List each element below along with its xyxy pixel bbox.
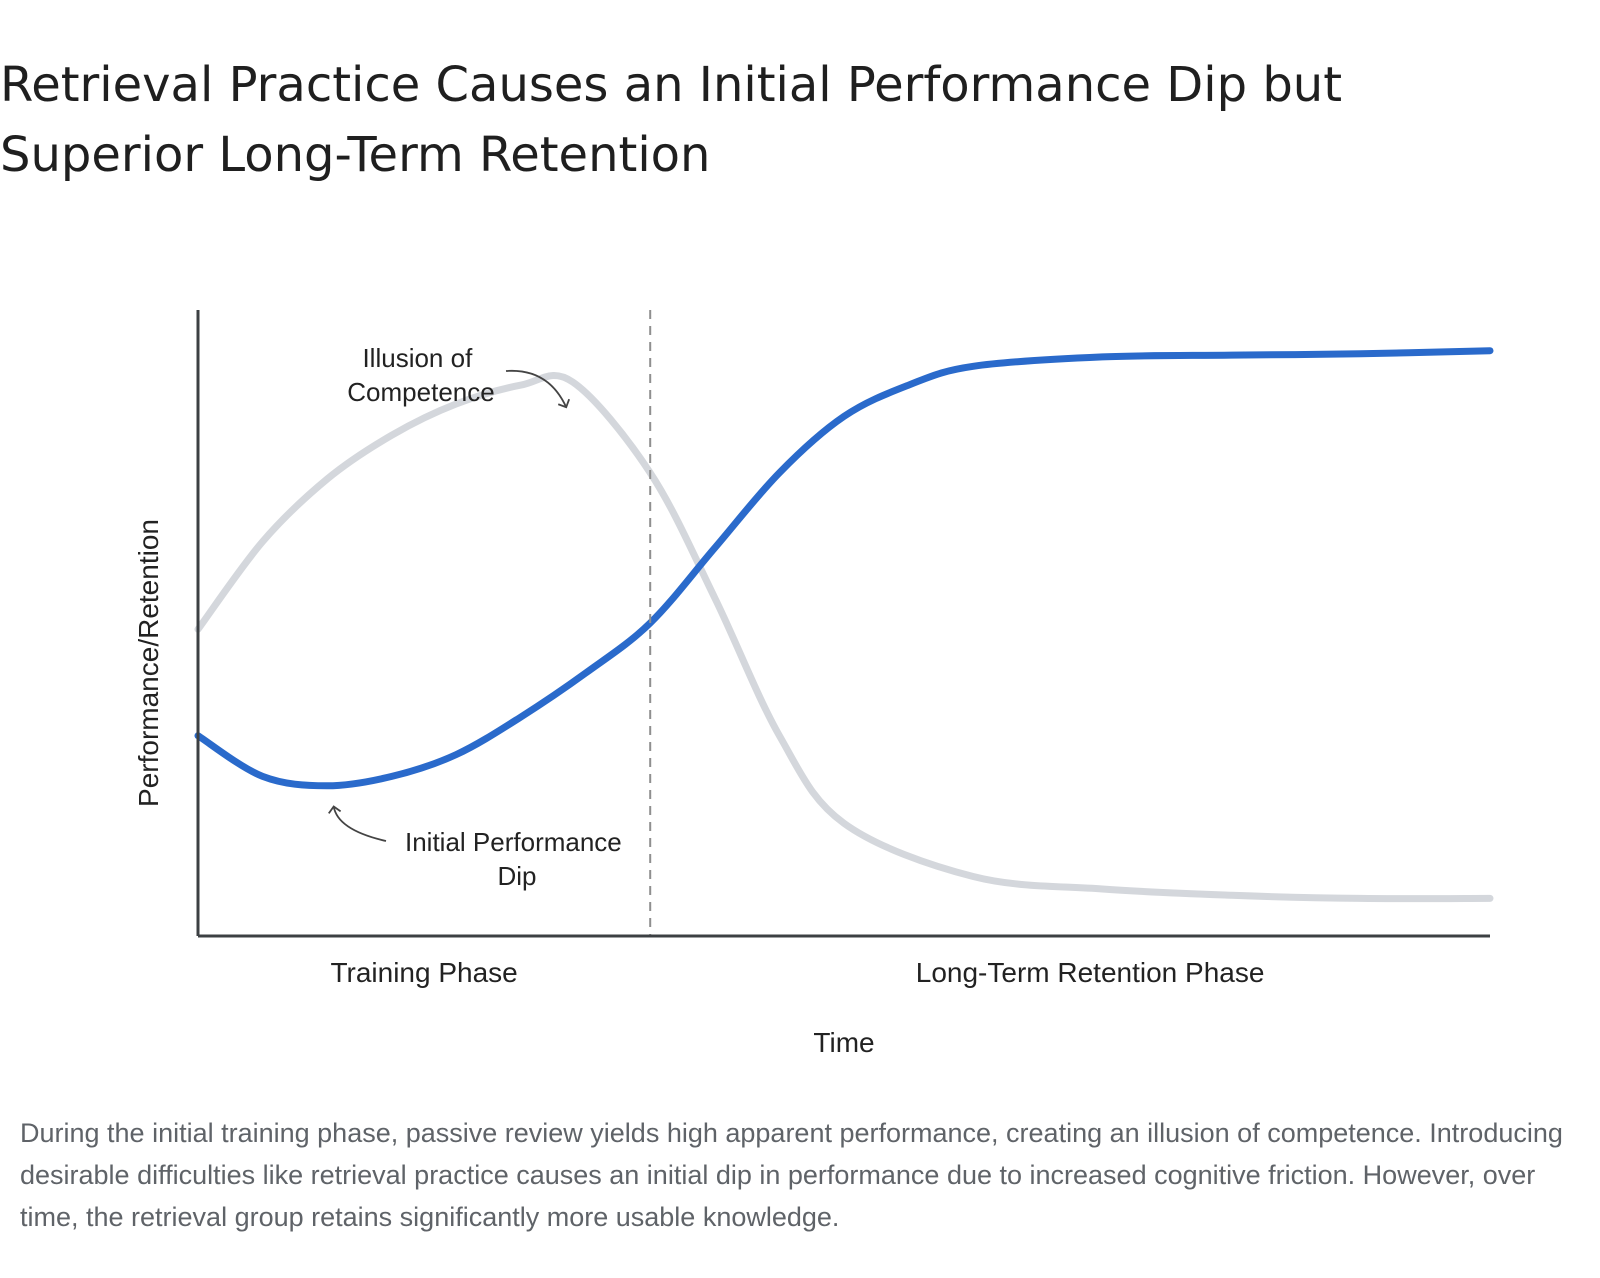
svg-text:Illusion of Competence: Illusion of Competence bbox=[347, 343, 494, 407]
series-line-passive-review bbox=[194, 372, 1494, 903]
annotation-dip-line-2: Dip bbox=[497, 861, 536, 891]
x-axis-label: Time bbox=[813, 1027, 874, 1058]
series-line-retrieval-practice bbox=[194, 347, 1494, 790]
chart-svg: Training Phase Long-Term Retention Phase… bbox=[133, 310, 1494, 1058]
annotation-illusion-line-1: Illusion of bbox=[362, 343, 473, 373]
annotation-illusion-line-2: Competence bbox=[347, 377, 494, 407]
x-tick-label-retention-phase: Long-Term Retention Phase bbox=[916, 957, 1265, 988]
annotation-initial-performance-dip: Initial Performance Dip bbox=[328, 805, 629, 891]
chart-figure: Training Phase Long-Term Retention Phase… bbox=[0, 250, 1600, 1110]
figure-caption: During the initial training phase, passi… bbox=[20, 1118, 1563, 1232]
x-tick-label-training-phase: Training Phase bbox=[330, 957, 517, 988]
annotation-illusion-of-competence: Illusion of Competence bbox=[347, 343, 570, 409]
annotation-dip-arrow bbox=[328, 805, 387, 842]
page-title: Retrieval Practice Causes an Initial Per… bbox=[0, 57, 1343, 183]
series-layer bbox=[194, 347, 1494, 903]
annotation-illusion-arrow bbox=[505, 369, 570, 409]
svg-text:Initial Performance Di: Initial Performance Dip bbox=[405, 827, 629, 891]
annotation-dip-line-1: Initial Performance bbox=[405, 827, 622, 857]
y-axis-label: Performance/Retention bbox=[133, 519, 164, 807]
